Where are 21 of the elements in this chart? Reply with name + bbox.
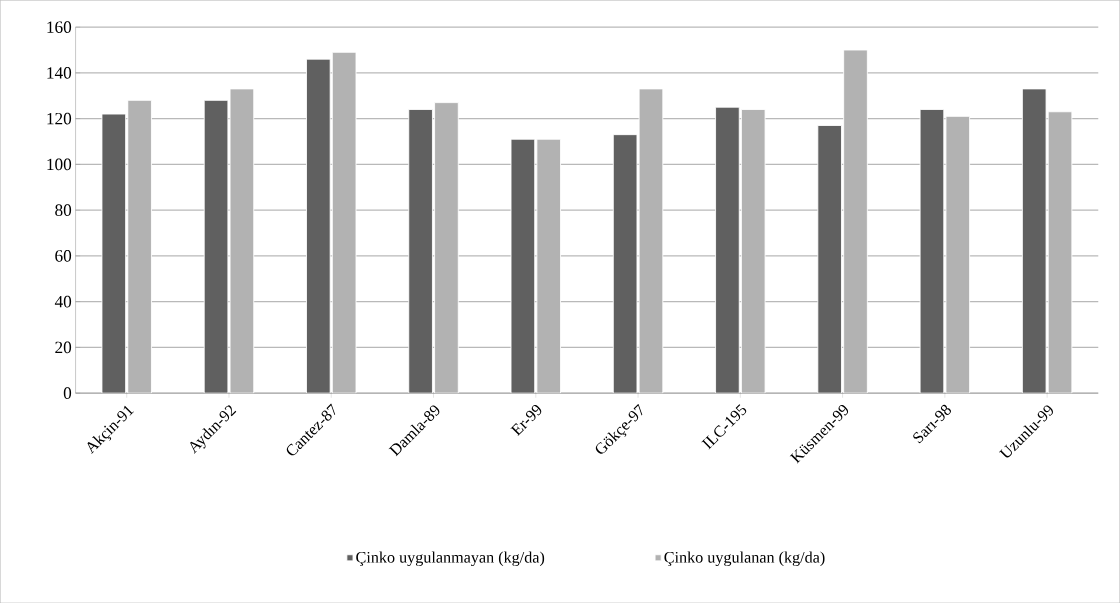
y-tick-label: 120	[47, 112, 72, 125]
y-tick-label: 60	[55, 249, 72, 262]
y-tick-label: 140	[47, 66, 72, 79]
legend-label: Çinko uygulanmayan (kg/da)	[356, 551, 545, 566]
y-tick-label: 80	[55, 204, 72, 216]
y-tick-label: 160	[47, 21, 72, 33]
bar	[1021, 88, 1047, 394]
y-tick-label: 100	[47, 158, 72, 171]
legend-label: Çinko uygulanan (kg/da)	[664, 551, 825, 566]
bar	[306, 58, 331, 394]
y-tick-label: 20	[55, 341, 72, 354]
bar	[612, 134, 638, 394]
bar	[715, 106, 740, 394]
bar	[510, 138, 536, 394]
bar	[817, 124, 842, 394]
y-tick-label: 0	[63, 387, 72, 399]
bar	[408, 108, 433, 394]
bar	[101, 113, 127, 394]
bar	[919, 108, 945, 394]
bar	[203, 99, 229, 394]
y-tick-label: 40	[54, 295, 72, 308]
